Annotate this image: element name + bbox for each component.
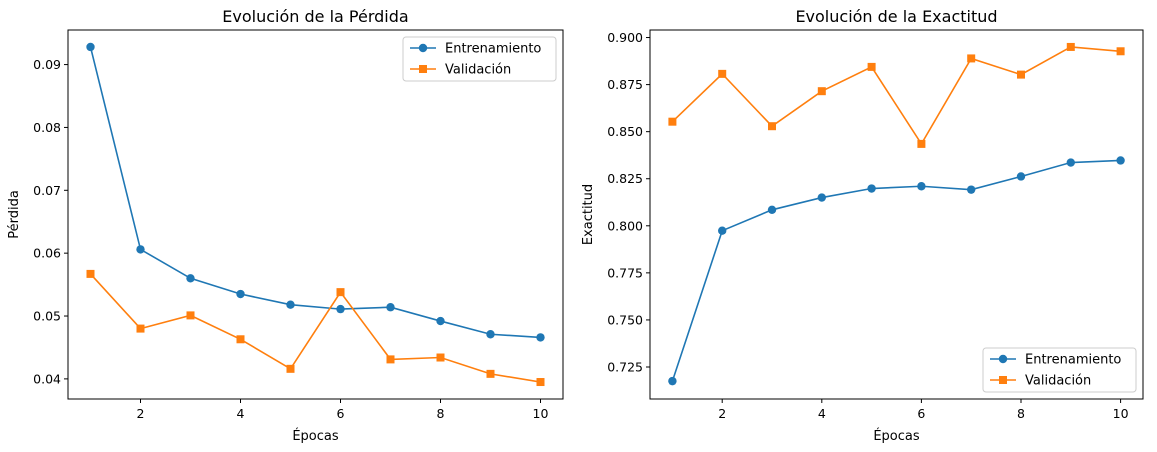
data-point	[1016, 70, 1025, 79]
data-point	[718, 226, 727, 235]
series-line-1	[89, 46, 541, 339]
chart-title: Evolución de la Exactitud	[795, 7, 997, 26]
data-point	[967, 54, 976, 63]
data-point	[386, 303, 395, 312]
data-point	[817, 87, 826, 96]
data-point	[718, 69, 727, 78]
data-point	[917, 182, 926, 191]
data-point	[536, 333, 545, 342]
data-point	[966, 185, 976, 194]
data-point	[136, 324, 145, 333]
data-point	[186, 311, 195, 320]
data-point	[1116, 156, 1125, 165]
data-point	[436, 353, 445, 362]
chart-panel-2: Evolución de la Exactitud 2 4 6 8 10 0.725 0.75…	[581, 7, 1144, 444]
y-tick-label: 0.825	[607, 171, 643, 186]
data-point	[668, 376, 677, 386]
data-point	[236, 335, 245, 344]
x-tick-label: 4	[237, 406, 245, 421]
data-point	[917, 139, 926, 148]
legend-marker	[418, 43, 428, 53]
legend-marker	[999, 376, 1007, 384]
data-point	[336, 288, 345, 297]
data-point	[286, 364, 295, 373]
data-point	[1116, 47, 1125, 56]
data-point	[867, 184, 876, 193]
x-tick-label: 4	[818, 406, 826, 421]
legend-label: Validación	[1025, 374, 1091, 389]
series-line-2	[671, 46, 1121, 146]
legend-marker	[419, 65, 427, 73]
data-point	[1066, 158, 1075, 167]
legend-marker	[998, 354, 1008, 364]
y-tick-label: 0.850	[607, 124, 643, 139]
legend-box	[402, 36, 557, 82]
x-tick-label: 8	[1017, 406, 1025, 421]
chart-panel-1: Evolución de la Pérdida 2 4 6 8 10 0.04 0.05 0.0…	[7, 7, 564, 444]
x-tick-label: 8	[437, 406, 445, 421]
legend: Entrenamiento Validación	[982, 347, 1137, 393]
series-line-1	[671, 159, 1121, 382]
y-tick-label: 0.900	[607, 30, 643, 45]
data-point	[86, 269, 95, 278]
x-tick-label: 6	[337, 406, 345, 421]
data-point	[86, 42, 95, 52]
data-point	[386, 355, 395, 364]
y-tick-label: 0.04	[33, 371, 61, 386]
y-tick-label: 0.750	[607, 312, 643, 327]
data-point	[186, 274, 195, 283]
x-tick-label: 10	[1113, 406, 1129, 421]
legend-label: Validación	[445, 63, 511, 78]
data-point	[536, 378, 545, 387]
data-point	[486, 330, 495, 339]
x-axis-label: Épocas	[292, 428, 339, 444]
legend: Entrenamiento Validación	[402, 36, 557, 82]
x-tick-label: 6	[917, 406, 925, 421]
data-point	[436, 316, 445, 326]
y-tick-label: 0.07	[33, 183, 61, 198]
data-point	[767, 205, 777, 214]
data-point	[817, 193, 827, 202]
series-line-2	[89, 273, 541, 383]
legend-label: Entrenamiento	[445, 42, 541, 57]
data-point	[1066, 42, 1075, 51]
y-tick-label: 0.06	[33, 246, 61, 261]
y-tick-label: 0.875	[607, 77, 643, 92]
y-axis-label: Pérdida	[7, 190, 22, 239]
y-axis-label: Exactitud	[581, 184, 596, 245]
data-point	[336, 304, 345, 314]
data-point	[486, 369, 495, 378]
x-axis-label: Épocas	[873, 428, 920, 444]
y-tick-label: 0.725	[607, 359, 643, 374]
chart-title: Evolución de la Pérdida	[222, 7, 408, 26]
legend-box	[982, 347, 1137, 393]
x-tick-label: 2	[137, 406, 145, 421]
y-tick-label: 0.05	[33, 309, 61, 324]
data-point	[286, 300, 295, 309]
y-tick-label: 0.08	[33, 120, 61, 135]
y-tick-label: 0.09	[33, 57, 61, 72]
axes-frame	[649, 29, 1144, 400]
y-tick-label: 0.800	[607, 218, 643, 233]
x-tick-label: 10	[533, 406, 549, 421]
data-point	[1016, 172, 1026, 181]
data-point	[867, 62, 876, 71]
x-tick-label: 2	[718, 406, 726, 421]
data-point	[668, 117, 677, 126]
axes-frame	[67, 29, 564, 400]
data-point	[136, 245, 145, 254]
data-point	[236, 289, 245, 299]
data-point	[768, 122, 777, 131]
legend-label: Entrenamiento	[1025, 353, 1121, 368]
y-tick-label: 0.775	[607, 265, 643, 280]
